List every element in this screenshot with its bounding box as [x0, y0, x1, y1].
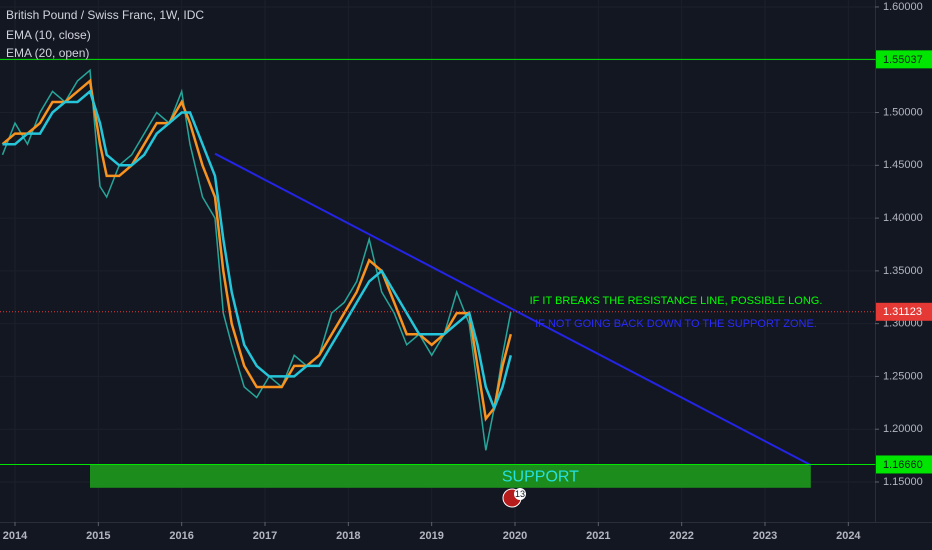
- event-badge: 13: [515, 489, 525, 499]
- y-tick-label: 1.15000: [883, 476, 923, 488]
- y-tick-label: 1.25000: [883, 370, 923, 382]
- trendline: [214, 152, 812, 466]
- level-label: 1.16660: [883, 459, 923, 471]
- level-label: 1.55037: [883, 54, 923, 66]
- ema-line: [2, 89, 513, 412]
- event-badge-bg: [514, 488, 526, 500]
- y-tick-label: 1.60000: [883, 1, 923, 13]
- legend-entry: EMA (20, open): [6, 46, 89, 60]
- y-tick-label: 1.45000: [883, 159, 923, 171]
- y-tick-label: 1.40000: [883, 212, 923, 224]
- y-tick-label: 1.50000: [883, 106, 923, 118]
- x-tick-label: 2020: [503, 530, 527, 542]
- plot-area: SUPPORT: [0, 58, 875, 488]
- x-tick-label: 2023: [753, 530, 777, 542]
- x-tick-label: 2018: [336, 530, 360, 542]
- level-label-bg: [876, 50, 932, 69]
- y-tick-label: 1.20000: [883, 423, 923, 435]
- chart-title: British Pound / Swiss Franc, 1W, IDC: [6, 8, 204, 22]
- x-tick-label: 2021: [586, 530, 610, 542]
- x-tick-label: 2014: [3, 530, 28, 542]
- x-tick-label: 2019: [419, 530, 443, 542]
- support-label: SUPPORT: [502, 468, 579, 485]
- x-tick-label: 2016: [169, 530, 193, 542]
- y-tick-label: 1.35000: [883, 265, 923, 277]
- annotation: IF NOT GOING BACK DOWN TO THE SUPPORT ZO…: [535, 318, 817, 330]
- legend-entry: EMA (10, close): [6, 28, 91, 42]
- level-label: 1.31123: [883, 306, 922, 318]
- level-label-bg: [876, 455, 932, 474]
- annotation: IF IT BREAKS THE RESISTANCE LINE, POSSIB…: [530, 295, 823, 307]
- x-tick-label: 2024: [836, 530, 861, 542]
- level-label-bg: [876, 302, 932, 321]
- x-tick-label: 2022: [669, 530, 693, 542]
- support-zone: [90, 464, 811, 488]
- x-tick-label: 2017: [253, 530, 277, 542]
- x-tick-label: 2015: [86, 530, 110, 542]
